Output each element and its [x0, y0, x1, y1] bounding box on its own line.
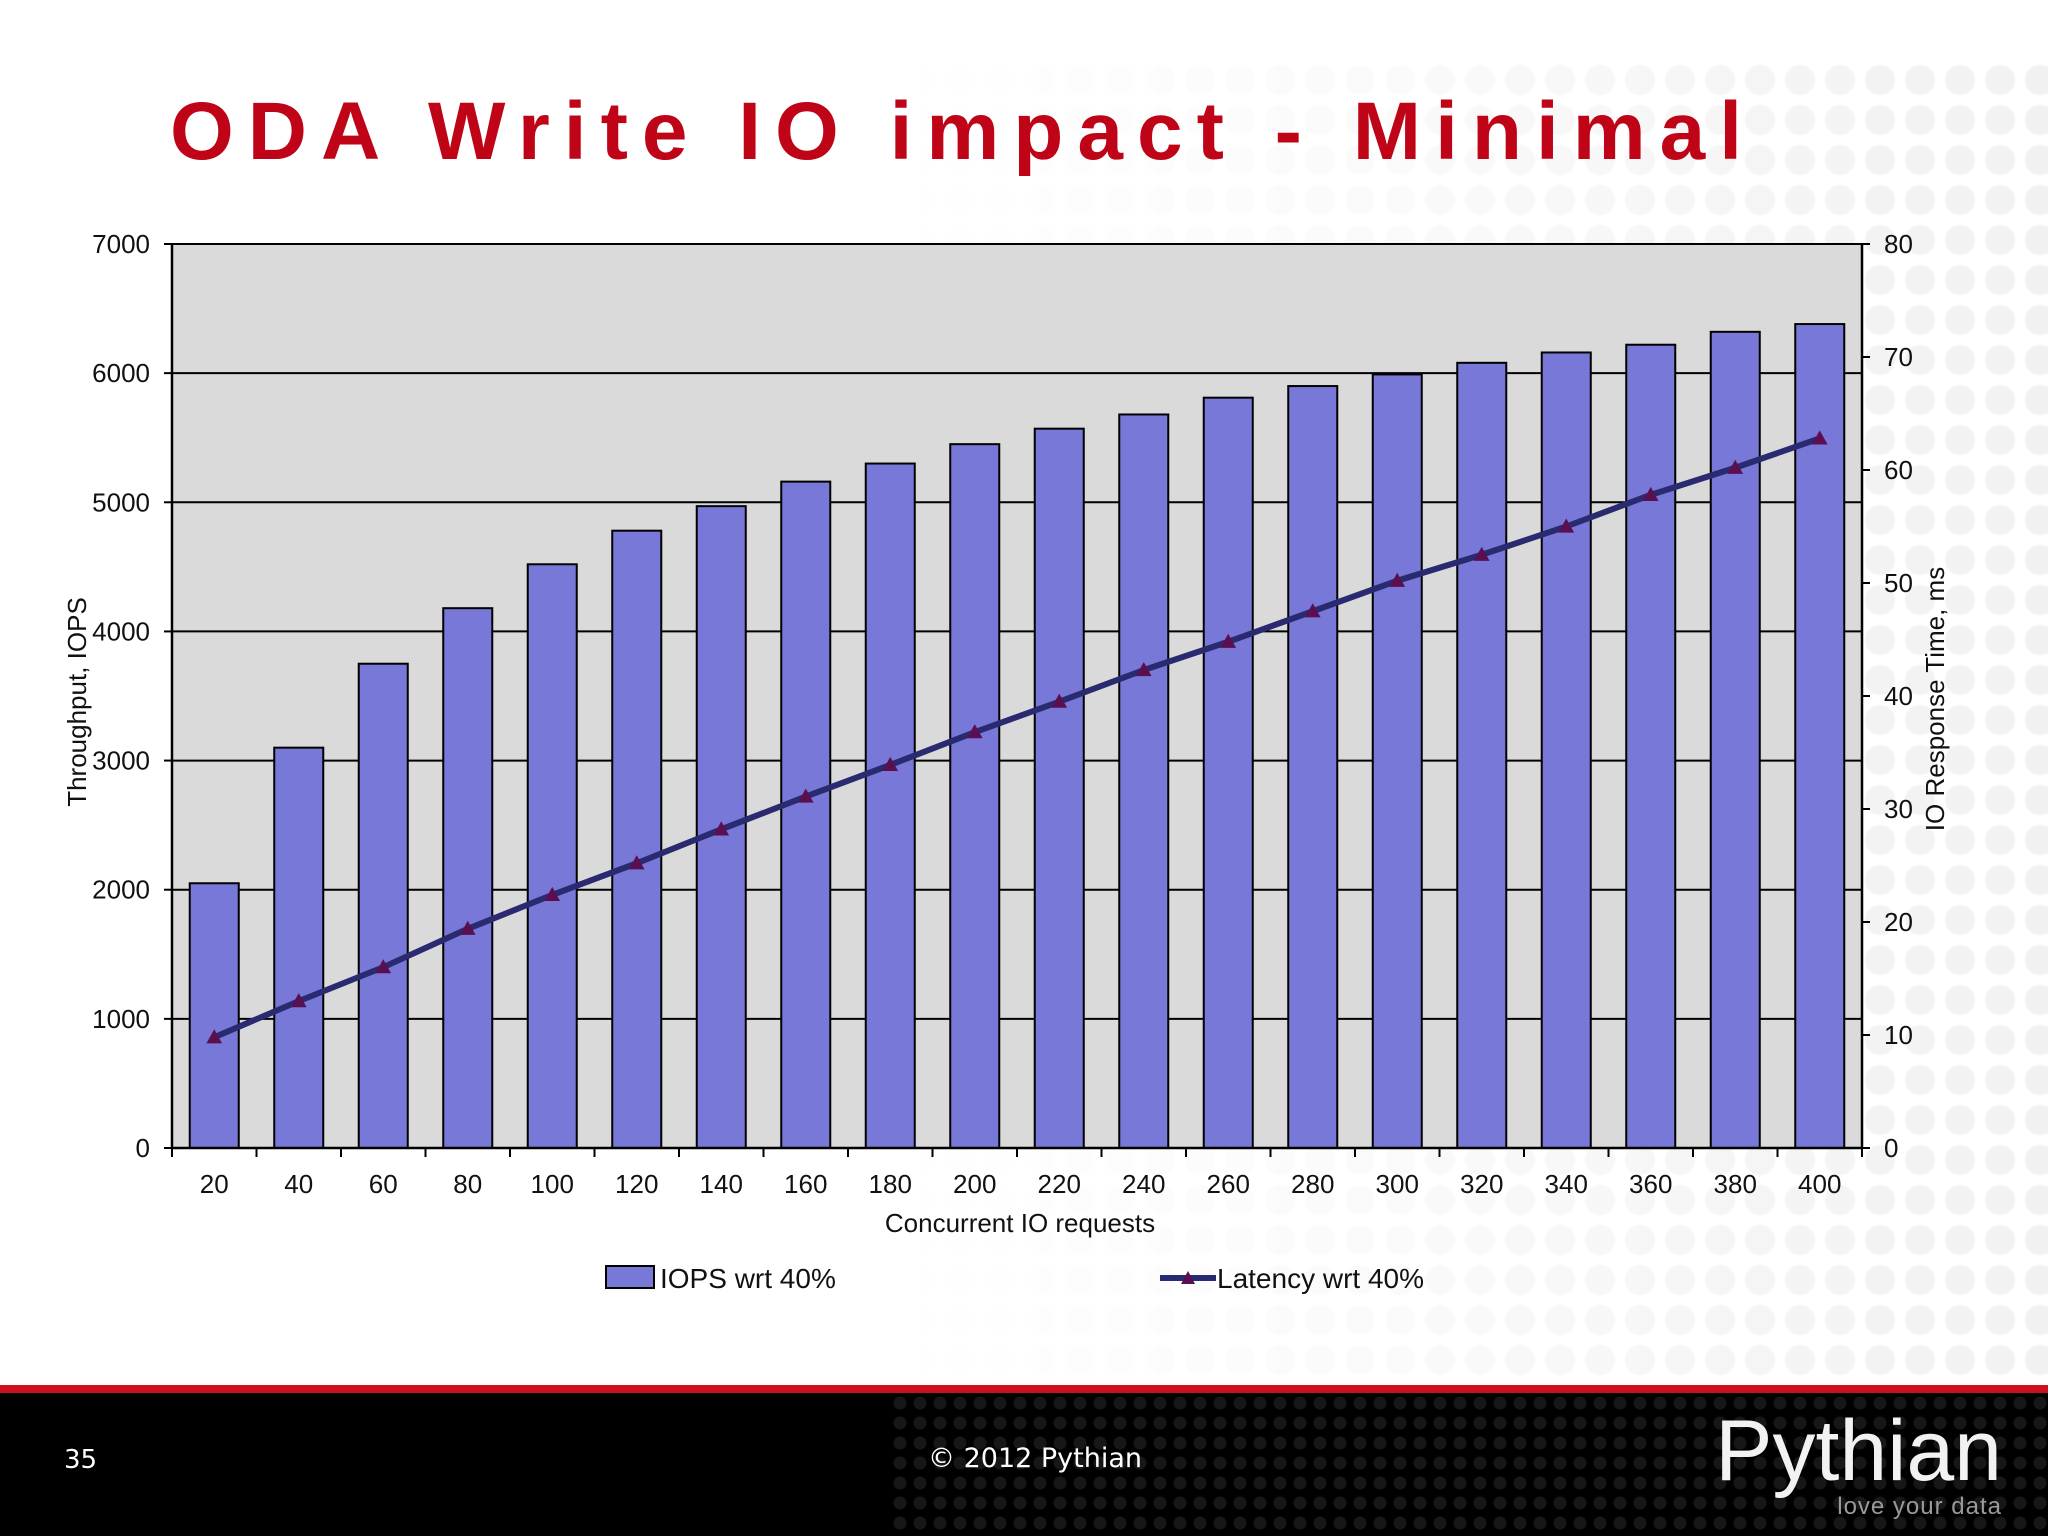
y2-tick-label: 10: [1884, 1020, 1913, 1050]
y-tick-label: 0: [136, 1133, 150, 1163]
bar: [357, 662, 409, 1149]
x-tick-label: 280: [1291, 1169, 1334, 1199]
bar: [526, 563, 578, 1149]
bar: [1118, 413, 1170, 1149]
latency-marker: [290, 993, 307, 1008]
bar: [1202, 396, 1254, 1149]
latency-marker: [882, 756, 899, 772]
legend-bar-label: IOPS wrt 40%: [660, 1263, 836, 1294]
y2-tick-label: 50: [1884, 568, 1913, 598]
latency-marker: [1220, 633, 1237, 648]
x-tick-label: 360: [1629, 1169, 1672, 1199]
x-tick-label: 140: [700, 1169, 743, 1199]
legend-line-marker: [1181, 1271, 1195, 1284]
latency-marker: [1642, 486, 1659, 501]
latency-marker: [797, 788, 814, 803]
y-tick-label: 5000: [92, 487, 150, 517]
latency-marker: [1811, 430, 1828, 445]
bar: [780, 480, 832, 1149]
footer: 35 © 2012 Pythian Pythian love your data: [0, 1385, 2048, 1536]
latency-marker: [1051, 693, 1068, 708]
bar: [1033, 427, 1085, 1150]
y2-tick-label: 80: [1884, 229, 1913, 259]
latency-marker: [1304, 603, 1321, 618]
latency-marker: [1389, 572, 1406, 587]
latency-marker: [1727, 459, 1744, 474]
y-tick-label: 2000: [92, 875, 150, 905]
y2-tick-label: 70: [1884, 342, 1913, 372]
latency-marker: [966, 724, 983, 739]
slide-title: ODA Write IO impact - Minimal: [170, 86, 1757, 177]
bar: [864, 462, 916, 1149]
latency-marker: [544, 886, 561, 901]
bar: [1540, 351, 1592, 1150]
x-tick-label: 240: [1122, 1169, 1165, 1199]
x-tick-label: 60: [369, 1169, 398, 1199]
legend-bar-swatch: [605, 1265, 655, 1289]
x-tick-label: 200: [953, 1169, 996, 1199]
bar: [1287, 385, 1339, 1149]
bar: [1371, 373, 1423, 1150]
y-tick-label: 6000: [92, 358, 150, 388]
bar: [273, 746, 325, 1150]
y-tick-label: 1000: [92, 1004, 150, 1034]
y-tick-label: 4000: [92, 616, 150, 646]
latency-marker: [375, 959, 392, 974]
bar: [611, 529, 663, 1149]
latency-marker: [1135, 661, 1152, 677]
latency-marker: [459, 920, 476, 935]
bar: [188, 882, 240, 1149]
copyright-text: © 2012 Pythian: [928, 1443, 1142, 1474]
y-axis-title: Throughput, IOPS: [62, 597, 92, 807]
latency-marker: [206, 1029, 223, 1044]
x-tick-label: 80: [453, 1169, 482, 1199]
bar: [442, 607, 494, 1149]
x-tick-label: 380: [1714, 1169, 1757, 1199]
x-tick-label: 120: [615, 1169, 658, 1199]
legend-line-label: Latency wrt 40%: [1217, 1263, 1424, 1294]
x-tick-label: 260: [1207, 1169, 1250, 1199]
x-tick-label: 340: [1545, 1169, 1588, 1199]
plot-area: [172, 244, 1862, 1148]
x-tick-label: 300: [1376, 1169, 1419, 1199]
bar: [1456, 361, 1508, 1150]
x-tick-label: 400: [1798, 1169, 1841, 1199]
brand-logo: Pythian: [1715, 1403, 2002, 1499]
brand-tagline: love your data: [1837, 1493, 2002, 1520]
y-tick-label: 3000: [92, 746, 150, 776]
latency-marker: [628, 855, 645, 870]
latency-marker: [713, 821, 730, 836]
y2-tick-label: 40: [1884, 681, 1913, 711]
bar: [949, 443, 1001, 1149]
y2-tick-label: 30: [1884, 794, 1913, 824]
y2-axis-title: IO Response Time, ms: [1920, 567, 1950, 831]
latency-marker: [1558, 518, 1575, 533]
x-tick-label: 160: [784, 1169, 827, 1199]
x-tick-label: 320: [1460, 1169, 1503, 1199]
x-tick-label: 220: [1038, 1169, 1081, 1199]
page-number: 35: [64, 1445, 98, 1475]
y-tick-label: 7000: [92, 229, 150, 259]
y2-tick-label: 60: [1884, 455, 1913, 485]
y2-tick-label: 20: [1884, 907, 1913, 937]
bar: [1625, 343, 1677, 1149]
x-tick-label: 20: [200, 1169, 229, 1199]
x-tick-label: 40: [284, 1169, 313, 1199]
latency-line: [213, 435, 1821, 1041]
x-axis-title: Concurrent IO requests: [885, 1208, 1155, 1238]
bar: [1709, 330, 1761, 1149]
chart: 0 1000 2000 3000 4000 5000 6000 7000 0 10 20 30 40 50…: [62, 229, 1950, 1294]
x-tick-label: 180: [869, 1169, 912, 1199]
x-tick-label: 100: [531, 1169, 574, 1199]
bar: [1794, 323, 1846, 1150]
y2-tick-label: 0: [1884, 1133, 1898, 1163]
latency-marker: [1473, 546, 1490, 561]
